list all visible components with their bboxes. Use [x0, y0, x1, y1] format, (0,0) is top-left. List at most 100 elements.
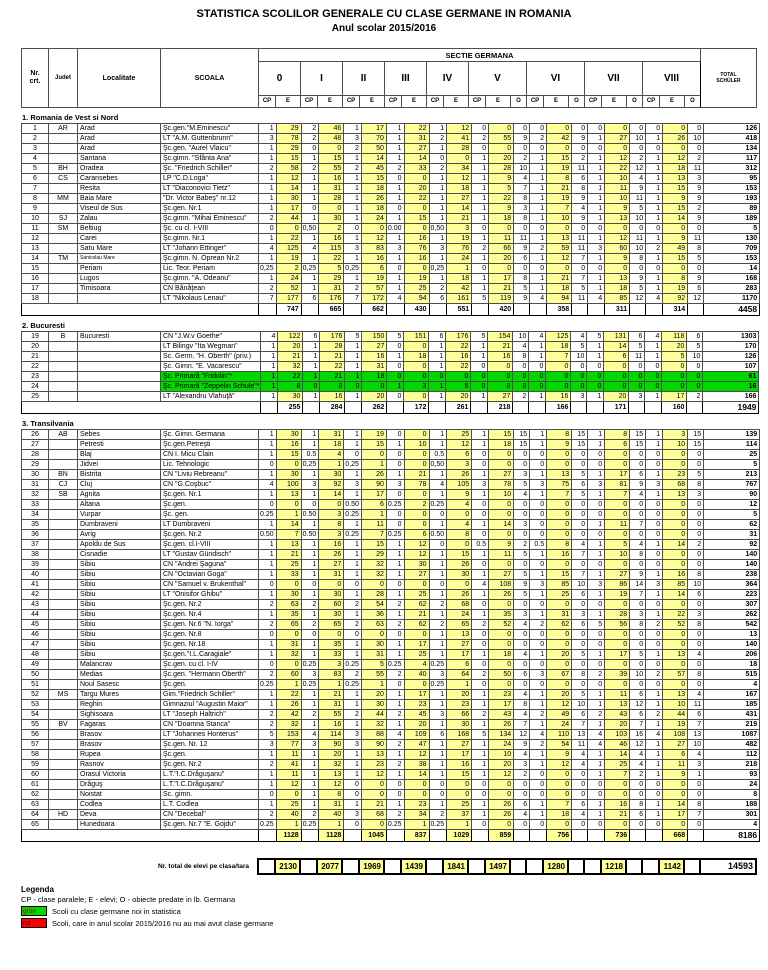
localitate-cell: Reghin: [77, 699, 161, 710]
elevi-cell: 30: [360, 639, 387, 650]
elevi-cell: 12: [446, 123, 473, 134]
count-cell: 15: [687, 429, 705, 440]
elevi-cell: 0: [360, 579, 387, 590]
nr-cell: 30: [21, 469, 49, 480]
count-cell: 0: [529, 779, 548, 790]
count-cell: 9: [687, 213, 705, 224]
count-cell: 1: [528, 391, 547, 402]
elevi-cell: 21: [488, 283, 515, 294]
elevi-cell: 0: [403, 459, 430, 470]
count-cell: 1: [428, 173, 448, 184]
count-cell: 0: [571, 659, 589, 670]
count-cell: 0: [513, 223, 531, 234]
count-cell: 0: [571, 819, 589, 830]
col-header-nr: Nr. crt.: [21, 48, 49, 108]
count-cell: 1: [529, 719, 548, 730]
elevi-cell: 30: [446, 719, 473, 730]
elevi-cell: 27: [318, 559, 345, 570]
count-cell: 0: [571, 263, 589, 274]
elevi-cell: 60: [604, 243, 631, 254]
judet-cell: [48, 629, 78, 640]
totals-spacer-cell: [386, 401, 405, 414]
count-cell: 0: [628, 371, 646, 382]
school-row: 19 B Bucuresti CN "J.W.v Goethe" 4 122 6 176 5 15…: [21, 331, 760, 342]
count-cell: 1: [300, 689, 320, 700]
scoala-cell: CN "Liviu Rebreanu": [160, 469, 259, 480]
count-cell: 0: [258, 659, 277, 670]
legend-green-label: Scoli cu clase germane noi in statistica: [52, 906, 181, 916]
count-cell: 0: [471, 459, 490, 470]
count-cell: 1: [529, 439, 548, 450]
count-cell: 3: [385, 479, 405, 490]
scoala-cell: LT "Onisifor Ghibu": [160, 589, 259, 600]
subcol-header-VII-O: O: [626, 95, 643, 108]
elevi-cell: 0: [546, 639, 573, 650]
count-cell: 0: [629, 499, 647, 510]
totals-spacer-cell: [471, 303, 490, 316]
count-cell: 0: [386, 371, 405, 382]
elevi-cell: 37: [446, 809, 473, 820]
count-cell: 2: [471, 133, 490, 144]
count-cell: 0: [385, 449, 405, 460]
school-row: 11 SM Beltiug Şc. cu cl. I-VIII 0 0 0,50 2 0 0 0.0…: [21, 223, 761, 234]
totals-spacer-cell: [260, 401, 279, 414]
count-cell: 12: [513, 729, 531, 740]
count-cell: 0.25: [343, 509, 362, 520]
subcol-header-VIII-E: E: [659, 95, 685, 108]
scoala-cell: Şc.gen. Nr.8: [160, 629, 259, 640]
elevi-cell: 8: [662, 273, 689, 284]
localitate-cell: Sibiu: [77, 589, 161, 600]
elevi-cell: 16: [446, 759, 473, 770]
elevi-cell: 0: [662, 779, 689, 790]
count-cell: 1: [343, 183, 362, 194]
judet-cell: [48, 549, 78, 560]
elevi-cell: 14: [403, 153, 430, 164]
count-cell: 3: [587, 243, 606, 254]
count-cell: 0: [645, 499, 664, 510]
count-cell: 4: [513, 173, 531, 184]
elevi-cell: 25: [446, 429, 473, 440]
elevi-cell: 17: [446, 749, 473, 760]
count-cell: 1: [471, 429, 490, 440]
count-cell: 8: [687, 619, 705, 630]
count-cell: 4: [571, 759, 589, 770]
elevi-cell: 0: [360, 223, 387, 234]
count-cell: 5: [629, 203, 647, 214]
nr-cell: 14: [21, 253, 49, 264]
count-cell: 1: [471, 699, 490, 710]
count-cell: 1: [471, 519, 490, 530]
count-cell: 5: [471, 729, 490, 740]
count-cell: 0: [586, 361, 605, 372]
total-cell: 153: [703, 183, 761, 194]
elevi-cell: 49: [546, 709, 573, 720]
count-cell: 3: [300, 739, 320, 750]
count-cell: 1: [258, 519, 277, 530]
count-cell: 0: [385, 519, 405, 530]
judet-cell: [48, 669, 78, 680]
count-cell: 0: [587, 819, 606, 830]
count-cell: 10: [686, 351, 704, 362]
count-cell: 3: [343, 133, 362, 144]
count-cell: 1: [385, 769, 405, 780]
count-cell: 0: [529, 599, 548, 610]
school-row: 29 Jidvei Lic. Tehnologic 0 0 0,25 1 0,25 1 0 0 0,5…: [21, 459, 761, 470]
count-cell: 2: [343, 163, 362, 174]
count-cell: 1: [258, 639, 277, 650]
elevi-cell: 0: [604, 529, 631, 540]
count-cell: 1: [471, 769, 490, 780]
section-totals-row: 255 284 262 172 261 218 166 171 160 1949: [21, 401, 760, 414]
count-cell: 0: [385, 429, 405, 440]
count-cell: 0: [587, 449, 606, 460]
count-cell: 1: [587, 569, 606, 580]
elevi-cell: 3: [446, 223, 473, 234]
elevi-cell: 18: [488, 213, 515, 224]
count-cell: 0.25: [428, 679, 448, 690]
count-cell: 1: [471, 749, 490, 760]
nr-cell: 23: [21, 371, 49, 382]
totals-e-cell: 551: [446, 303, 473, 316]
elevi-cell: 0: [662, 789, 689, 800]
elevi-cell: 48: [318, 133, 345, 144]
count-cell: 1: [428, 439, 448, 450]
count-cell: 0: [570, 361, 588, 372]
count-cell: 1: [344, 361, 363, 372]
